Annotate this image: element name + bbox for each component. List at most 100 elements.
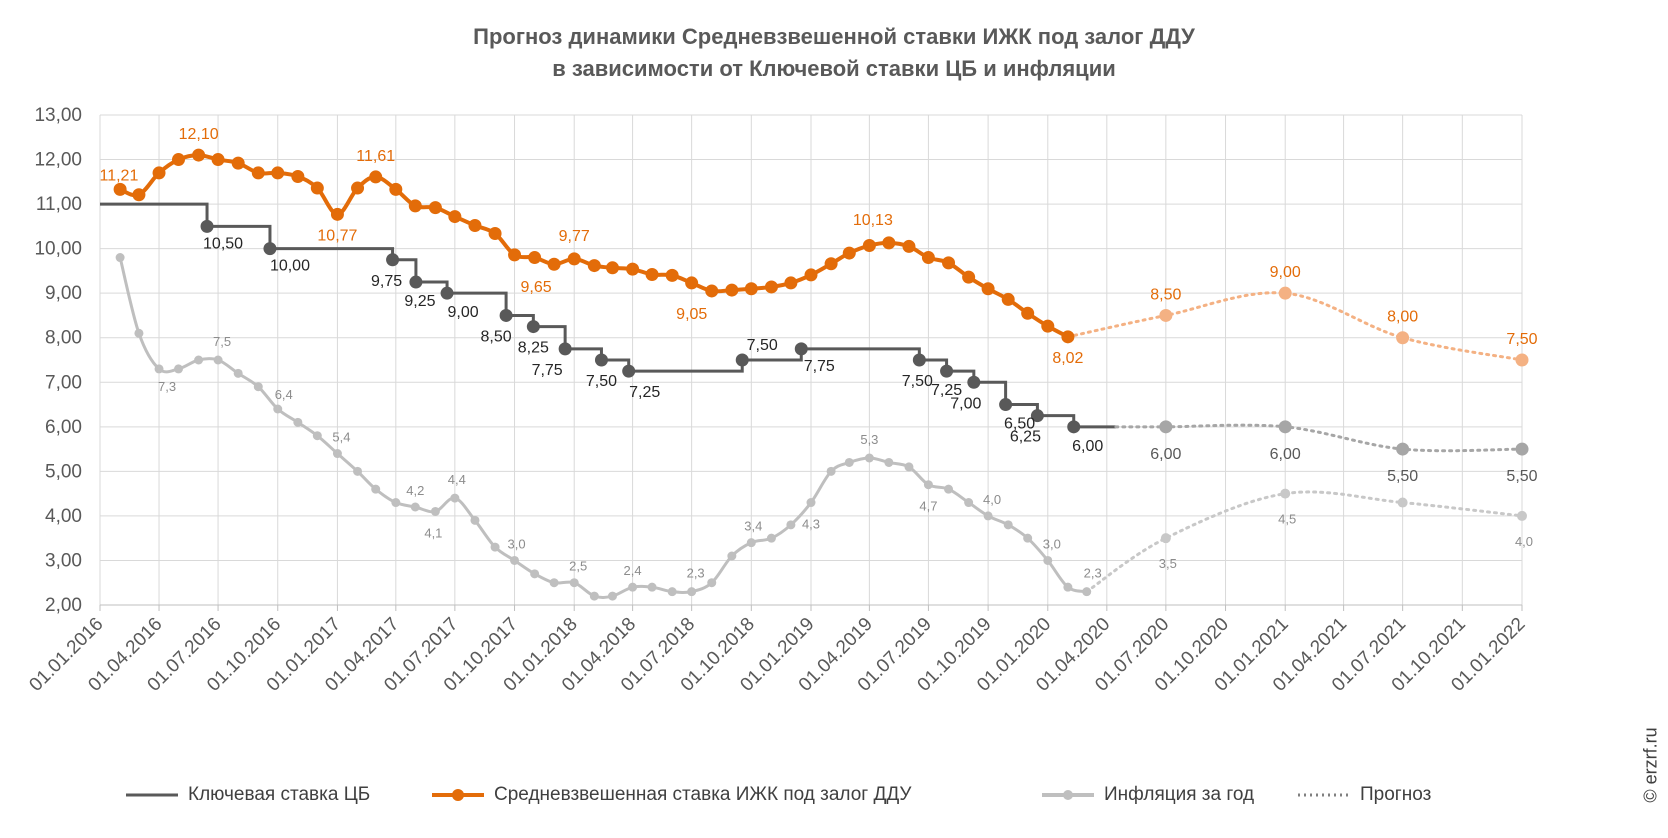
mortgage-point bbox=[824, 257, 838, 271]
mortgage-data-label: 9,65 bbox=[521, 279, 552, 296]
mortgage-point bbox=[1001, 292, 1015, 306]
key-rate-point bbox=[440, 286, 454, 300]
inflation-point bbox=[312, 431, 322, 441]
mortgage-point bbox=[665, 268, 679, 282]
mortgage-point bbox=[132, 188, 146, 202]
inflation-data-label: 4,1 bbox=[424, 525, 442, 540]
mortgage-data-label: 11,21 bbox=[99, 168, 138, 185]
y-tick-label: 10,00 bbox=[34, 239, 82, 260]
inflation-data-label: 7,5 bbox=[213, 334, 231, 349]
mortgage-point bbox=[251, 166, 265, 180]
mortgage-point bbox=[962, 270, 976, 284]
inflation-line bbox=[118, 257, 1088, 599]
mortgage-forecast-label: 8,50 bbox=[1150, 286, 1181, 303]
inflation-point bbox=[1023, 533, 1033, 543]
inflation-data-label: 4,0 bbox=[983, 492, 1001, 507]
inflation-data-label: 3,0 bbox=[1043, 536, 1061, 551]
key-rate-data-label: 7,25 bbox=[931, 382, 962, 399]
mortgage-point bbox=[291, 169, 305, 183]
inflation-point bbox=[628, 582, 638, 592]
mortgage-point bbox=[1041, 319, 1055, 333]
inflation-data-label: 3,0 bbox=[507, 536, 525, 551]
mortgage-point bbox=[330, 207, 344, 221]
y-tick-label: 5,00 bbox=[45, 461, 82, 482]
key-rate-forecast-point bbox=[1396, 442, 1410, 456]
inflation-point bbox=[983, 511, 993, 521]
mortgage-point bbox=[428, 201, 442, 215]
mortgage-point bbox=[310, 181, 324, 195]
inflation-point bbox=[746, 538, 756, 548]
inflation-data-label: 6,4 bbox=[275, 387, 293, 402]
legend-key-rate-swatch bbox=[126, 793, 178, 797]
inflation-point bbox=[607, 591, 617, 601]
mortgage-point bbox=[981, 282, 995, 296]
inflation-point bbox=[115, 253, 125, 263]
mortgage-point bbox=[547, 257, 561, 271]
key-rate-line bbox=[100, 202, 1116, 429]
legend-item-inflation: Инфляция за год bbox=[1040, 784, 1254, 806]
inflation-point bbox=[470, 515, 480, 525]
inflation-point bbox=[647, 582, 657, 592]
inflation-data-label: 7,3 bbox=[158, 379, 176, 394]
inflation-point bbox=[1082, 587, 1092, 597]
key-rate-point bbox=[409, 275, 423, 289]
inflation-point bbox=[864, 453, 874, 463]
mortgage-point bbox=[725, 283, 739, 297]
mortgage-forecast-line bbox=[1066, 291, 1524, 362]
key-rate-point bbox=[1030, 409, 1044, 423]
inflation-point bbox=[1063, 582, 1073, 592]
chart-subtitle: в зависимости от Ключевой ставки ЦБ и ин… bbox=[552, 56, 1116, 81]
key-rate-data-label: 7,00 bbox=[950, 395, 981, 412]
key-rate-data-label: 7,75 bbox=[804, 358, 835, 375]
copyright-credit-text: © erzrf.ru bbox=[1640, 727, 1661, 803]
key-rate-point bbox=[967, 375, 981, 389]
inflation-point bbox=[134, 328, 144, 338]
mortgage-point bbox=[369, 170, 383, 184]
mortgage-point bbox=[488, 226, 502, 240]
key-rate-data-label: 7,75 bbox=[532, 362, 563, 379]
inflation-forecast-point bbox=[1280, 488, 1291, 499]
inflation-forecast-label: 4,0 bbox=[1515, 534, 1533, 549]
mortgage-point bbox=[171, 153, 185, 167]
inflation-point bbox=[490, 542, 500, 552]
inflation-point bbox=[353, 466, 363, 476]
key-rate-point bbox=[263, 242, 277, 256]
inflation-point bbox=[1043, 555, 1053, 565]
inflation-forecast-label: 3,5 bbox=[1159, 556, 1177, 571]
mortgage-point bbox=[408, 199, 422, 213]
inflation-point bbox=[687, 587, 697, 597]
mortgage-point bbox=[271, 166, 285, 180]
mortgage-point bbox=[508, 248, 522, 262]
chart-title: Прогноз динамики Средневзвешенной ставки… bbox=[473, 24, 1195, 49]
inflation-point bbox=[826, 466, 836, 476]
y-tick-label: 3,00 bbox=[45, 550, 82, 571]
mortgage-point bbox=[113, 182, 127, 196]
legend-key-rate-label: Ключевая ставка ЦБ bbox=[188, 784, 371, 805]
legend-inflation-swatch bbox=[1042, 789, 1094, 800]
mortgage-forecast-point bbox=[1278, 286, 1292, 300]
y-tick-label: 8,00 bbox=[45, 328, 82, 349]
mortgage-point bbox=[152, 166, 166, 180]
inflation-data-label: 4,7 bbox=[919, 499, 937, 514]
inflation-point bbox=[884, 457, 894, 467]
inflation-point bbox=[944, 484, 954, 494]
mortgage-data-label: 11,61 bbox=[356, 148, 395, 165]
mortgage-point bbox=[587, 259, 601, 273]
inflation-point bbox=[430, 506, 440, 516]
inflation-point bbox=[371, 484, 381, 494]
mortgage-point bbox=[626, 262, 640, 276]
mortgage-point bbox=[192, 148, 206, 162]
mortgage-point bbox=[351, 181, 365, 195]
key-rate-data-label: 9,75 bbox=[371, 273, 402, 290]
inflation-point bbox=[530, 569, 540, 579]
mortgage-point bbox=[921, 251, 935, 265]
mortgage-data-label: 9,05 bbox=[676, 306, 707, 323]
inflation-data-label: 4,3 bbox=[802, 517, 820, 532]
key-rate-point bbox=[735, 353, 749, 367]
legend-item-mortgage: Средневзвешенная ставка ИЖК под залог ДД… bbox=[430, 784, 912, 806]
key-rate-data-label: 9,25 bbox=[404, 293, 435, 310]
legend-inflation-label: Инфляция за год bbox=[1104, 784, 1255, 805]
inflation-forecast-point bbox=[1517, 510, 1527, 521]
key-rate-point bbox=[200, 219, 214, 233]
